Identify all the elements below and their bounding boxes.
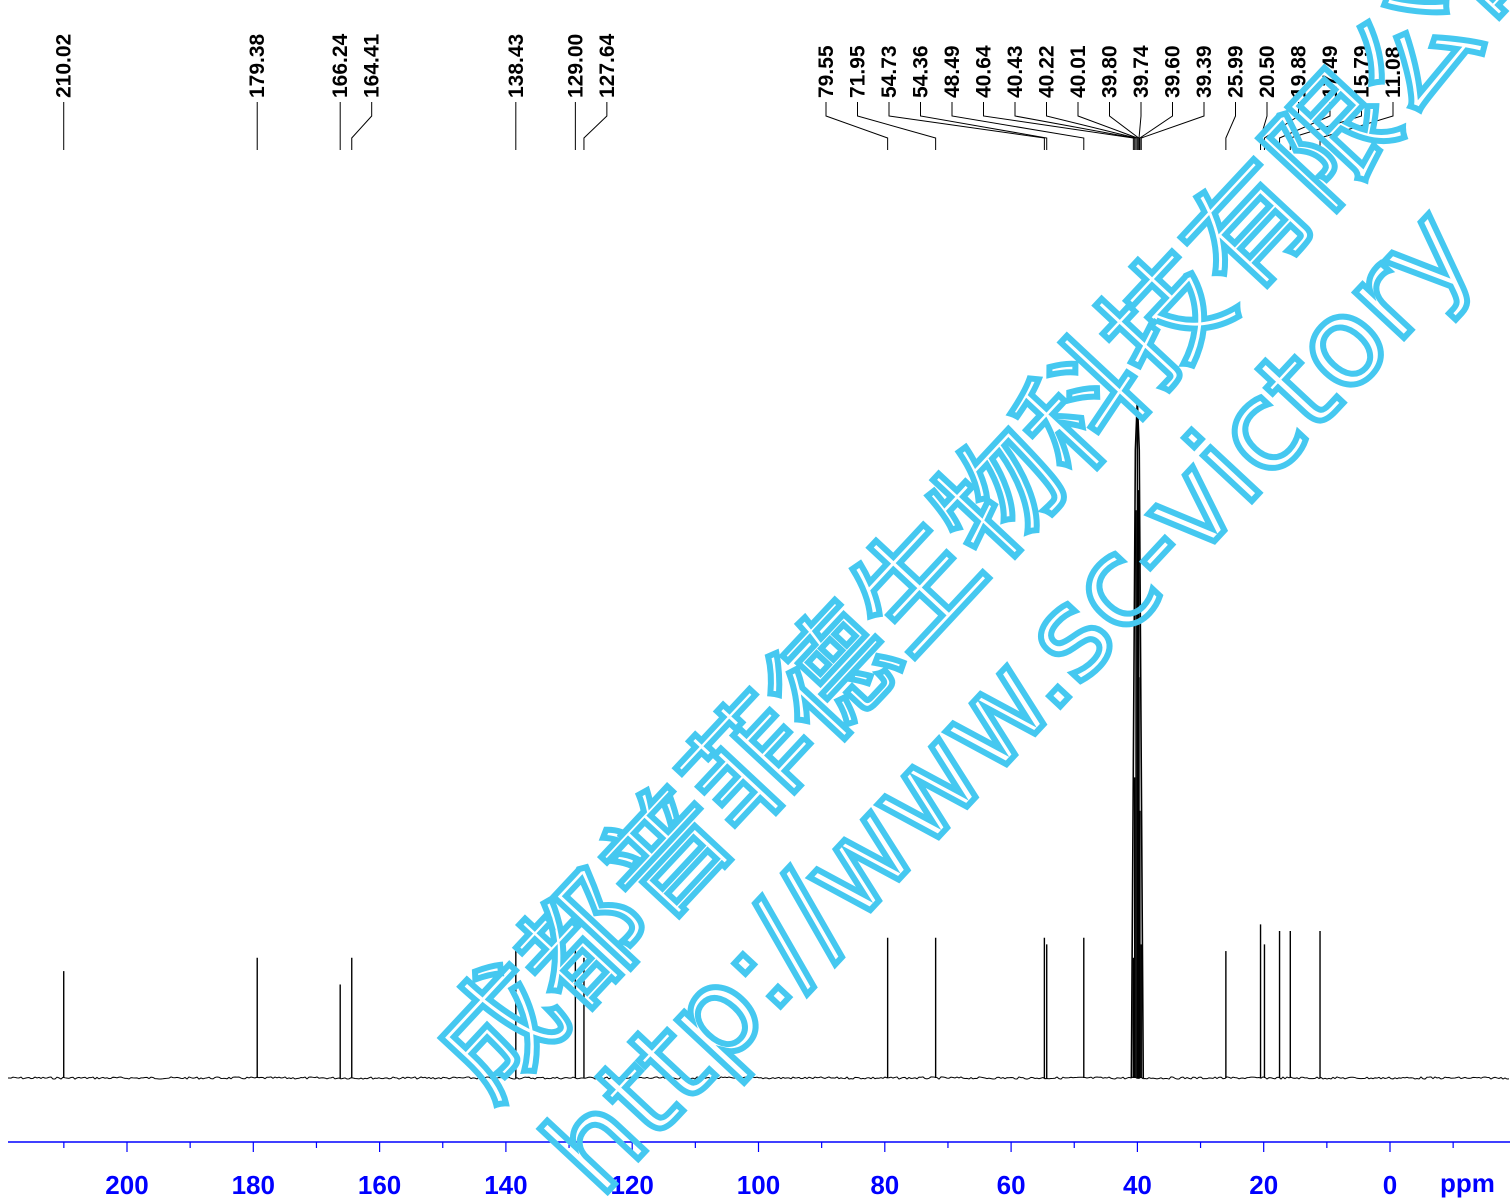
peak-label: 127.64 — [596, 33, 619, 98]
peak-label: 164.41 — [361, 33, 384, 98]
peak-label: 40.64 — [973, 45, 996, 98]
peak-labels-layer: 210.02 179.38 166.24 164.41 138.43 129.00 127.… — [53, 33, 1405, 150]
x-axis-tick-label: 140 — [484, 1170, 527, 1200]
peak-label: 20.50 — [1256, 45, 1279, 98]
x-axis-tick-label: 60 — [997, 1170, 1026, 1200]
peak-leader-line — [889, 102, 1044, 150]
peak-label: 39.80 — [1099, 45, 1122, 98]
peak-label: 25.99 — [1225, 45, 1248, 98]
peak-label: 40.22 — [1036, 45, 1059, 98]
peak-label: 138.43 — [505, 34, 528, 98]
x-axis-tick-label: 80 — [870, 1170, 899, 1200]
x-axis-tick-label: 20 — [1249, 1170, 1278, 1200]
peak-leader-line — [952, 102, 1084, 150]
x-axis-tick-label: 200 — [105, 1170, 148, 1200]
peak-label: 129.00 — [564, 34, 587, 98]
peak-leader-line — [584, 102, 607, 150]
peak-label: 48.49 — [941, 45, 964, 98]
x-axis-unit-label: ppm — [1440, 1168, 1495, 1198]
peak-label: 166.24 — [329, 33, 352, 98]
watermark-company-text: 成都普菲德生物科技有限公司 — [407, 0, 1510, 1125]
x-axis: 200 180 160 140 120 100 80 60 40 20 0 ppm — [8, 1142, 1510, 1200]
spectrum-baseline — [8, 1077, 1509, 1079]
peak-label: 40.01 — [1067, 45, 1090, 98]
watermark: 成都普菲德生物科技有限公司 http://www.sc-victory — [407, 0, 1510, 1203]
peak-label: 79.55 — [815, 45, 838, 98]
peak-leader-line — [826, 102, 888, 150]
peak-label: 54.73 — [878, 45, 901, 98]
peak-label: 39.39 — [1193, 45, 1216, 98]
peak-label: 179.38 — [246, 33, 269, 98]
peak-label: 40.43 — [1004, 45, 1027, 98]
peak-label: 39.74 — [1130, 45, 1153, 98]
spectrum-baseline-layer — [8, 1077, 1509, 1079]
x-axis-tick-label: 100 — [737, 1170, 780, 1200]
x-axis-tick-label: 40 — [1123, 1170, 1152, 1200]
peak-leader-line — [984, 102, 1134, 150]
peak-label: 39.60 — [1162, 45, 1185, 98]
peak-label: 210.02 — [53, 34, 76, 98]
peak-leader-line — [1015, 102, 1135, 150]
peak-leader-line — [858, 102, 936, 150]
peak-label: 54.36 — [910, 45, 933, 98]
x-axis-ticks: 200 180 160 140 120 100 80 60 40 20 0 — [64, 1142, 1453, 1200]
peak-leader-line — [352, 102, 372, 150]
x-axis-tick-label: 180 — [232, 1170, 275, 1200]
x-axis-tick-label: 0 — [1383, 1170, 1397, 1200]
peak-label: 71.95 — [847, 45, 870, 98]
x-axis-tick-label: 160 — [358, 1170, 401, 1200]
peak-leader-line — [1140, 102, 1173, 150]
watermark-url-text: http://www.sc-victory — [517, 179, 1501, 1203]
